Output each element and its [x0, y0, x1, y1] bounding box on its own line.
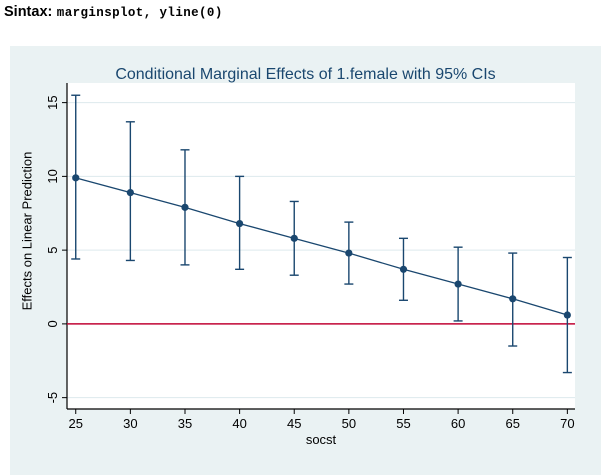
x-tick-label: 50 [342, 416, 356, 431]
x-tick-label: 45 [287, 416, 301, 431]
y-tick-label: 15 [45, 95, 60, 109]
data-point-marker [345, 249, 353, 257]
stata-graph: Conditional Marginal Effects of 1.female… [10, 46, 601, 475]
chart-title: Conditional Marginal Effects of 1.female… [115, 66, 496, 83]
data-point-marker [290, 234, 298, 242]
syntax-label: Sintax: [4, 4, 53, 20]
data-point-marker [563, 311, 571, 319]
syntax-line: Sintax: marginsplot, yline(0) [4, 3, 223, 21]
y-tick-label: 0 [45, 320, 60, 327]
data-point-marker [236, 219, 244, 228]
y-tick-label: 5 [45, 247, 60, 254]
x-tick-label: 35 [178, 416, 192, 431]
data-point-marker [72, 174, 80, 182]
x-tick-label: 55 [396, 416, 410, 431]
x-tick-label: 25 [69, 416, 83, 431]
data-point-marker [454, 280, 462, 288]
y-tick-label: -5 [45, 392, 60, 404]
effect-line [75, 177, 568, 316]
data-point-marker [126, 189, 134, 197]
x-tick-label: 70 [560, 416, 574, 431]
data-point-marker [399, 265, 408, 273]
x-tick-label: 60 [451, 416, 465, 431]
x-tick-label: 40 [232, 416, 246, 431]
syntax-command: marginsplot, yline(0) [56, 6, 223, 20]
x-axis-title: socst [305, 432, 337, 447]
data-point-marker [181, 203, 189, 211]
y-tick-label: 10 [45, 169, 60, 183]
plot-canvas: -5 0 5 10 15 25 30 35 40 45 50 55 60 65 70 [45, 83, 575, 431]
x-tick-label: 65 [505, 416, 519, 431]
x-tick-label: 30 [123, 416, 137, 431]
data-point-marker [509, 295, 517, 303]
